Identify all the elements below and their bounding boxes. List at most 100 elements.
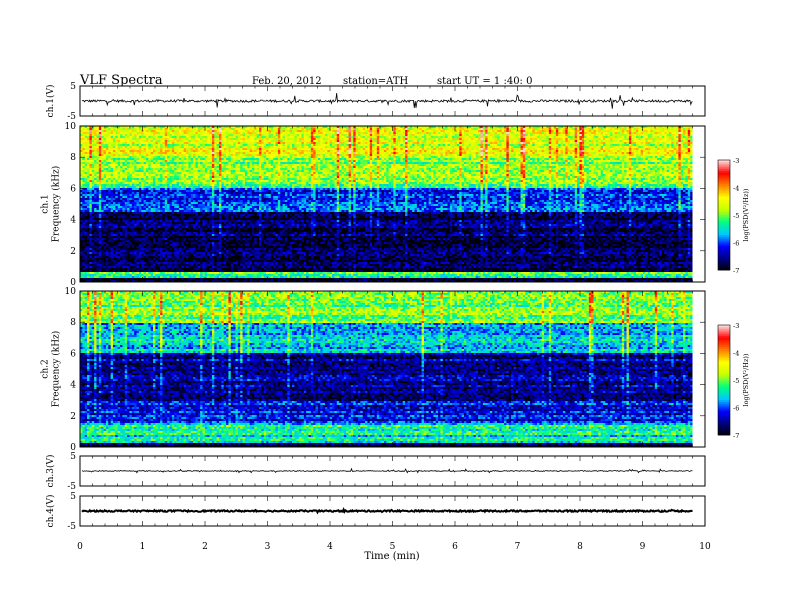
heatmap-cell xyxy=(582,132,585,134)
heatmap-cell xyxy=(367,132,370,134)
heatmap-cell xyxy=(521,132,524,134)
heatmap-cell xyxy=(186,128,189,130)
heatmap-cell xyxy=(217,134,220,136)
heatmap-cell xyxy=(518,128,521,130)
heatmap-cell xyxy=(170,134,173,136)
heatmap-cell xyxy=(471,132,474,134)
heatmap-cell xyxy=(226,130,229,132)
heatmap-cell xyxy=(278,132,281,134)
heatmap-cell xyxy=(652,134,655,136)
heatmap-cell xyxy=(118,128,121,130)
heatmap-cell xyxy=(382,132,385,134)
heatmap-cell xyxy=(410,132,413,134)
heatmap-cell xyxy=(440,130,443,132)
heatmap-cell xyxy=(415,128,418,130)
heatmap-cell xyxy=(99,130,102,132)
heatmap-cell xyxy=(469,130,472,132)
heatmap-cell xyxy=(363,130,366,132)
heatmap-cell xyxy=(667,134,670,136)
heatmap-cell xyxy=(254,132,257,134)
heatmap-cell xyxy=(405,128,408,130)
heatmap-cell xyxy=(115,132,118,134)
heatmap-cell xyxy=(415,134,418,136)
heatmap-cell xyxy=(134,134,137,136)
heatmap-cell xyxy=(551,128,554,130)
heatmap-cell xyxy=(367,130,370,132)
heatmap-cell xyxy=(268,134,271,136)
heatmap-cell xyxy=(419,128,422,130)
heatmap-cell xyxy=(565,130,568,132)
heatmap-cell xyxy=(191,130,194,132)
heatmap-cell xyxy=(436,134,439,136)
heatmap-cell xyxy=(92,128,95,130)
heatmap-cell xyxy=(504,134,507,136)
heatmap-cell xyxy=(139,136,142,138)
heatmap-cell xyxy=(563,128,566,130)
heatmap-cell xyxy=(115,130,118,132)
heatmap-cell xyxy=(671,130,674,132)
heatmap-cell xyxy=(85,136,88,138)
heatmap-cell xyxy=(207,128,210,130)
heatmap-cell xyxy=(443,134,446,136)
heatmap-cell xyxy=(259,132,262,134)
heatmap-cell xyxy=(360,134,363,136)
heatmap-cell xyxy=(563,132,566,134)
heatmap-cell xyxy=(165,132,168,134)
heatmap-cell xyxy=(240,134,243,136)
heatmap-cell xyxy=(221,134,224,136)
heatmap-cell xyxy=(459,130,462,132)
heatmap-cell xyxy=(415,130,418,132)
heatmap-cell xyxy=(125,132,128,134)
heatmap-cell xyxy=(549,132,552,134)
heatmap-cell xyxy=(235,130,238,132)
heatmap-cell xyxy=(212,134,215,136)
heatmap-cell xyxy=(669,128,672,130)
heatmap-cell xyxy=(546,130,549,132)
heatmap-cell xyxy=(398,128,401,130)
heatmap-cell xyxy=(299,132,302,134)
heatmap-cell xyxy=(386,128,389,130)
heatmap-cell xyxy=(160,136,163,138)
heatmap-cell xyxy=(669,132,672,134)
heatmap-cell xyxy=(648,130,651,132)
heatmap-cell xyxy=(115,136,118,138)
heatmap-cell xyxy=(370,134,373,136)
heatmap-cell xyxy=(257,128,260,130)
heatmap-cell xyxy=(544,130,547,132)
heatmap-cell xyxy=(87,132,90,134)
heatmap-cell xyxy=(502,132,505,134)
heatmap-cell xyxy=(476,130,479,132)
heatmap-cell xyxy=(153,134,156,136)
heatmap-cell xyxy=(594,132,597,134)
heatmap-cell xyxy=(483,132,486,134)
heatmap-cell xyxy=(290,128,293,130)
heatmap-cell xyxy=(497,132,500,134)
heatmap-cell xyxy=(499,134,502,136)
heatmap-cell xyxy=(148,134,151,136)
heatmap-cell xyxy=(622,132,625,134)
heatmap-cell xyxy=(485,132,488,134)
heatmap-cell xyxy=(528,134,531,136)
heatmap-cell xyxy=(111,134,114,136)
heatmap-cell xyxy=(497,128,500,130)
heatmap-cell xyxy=(264,132,267,134)
heatmap-cell xyxy=(645,132,648,134)
heatmap-cell xyxy=(407,128,410,130)
heatmap-cell xyxy=(424,128,427,130)
heatmap-cell xyxy=(405,130,408,132)
heatmap-cell xyxy=(311,128,314,130)
heatmap-cell xyxy=(280,134,283,136)
heatmap-cell xyxy=(516,134,519,136)
heatmap-cell xyxy=(596,132,599,134)
heatmap-cell xyxy=(297,130,300,132)
heatmap-cell xyxy=(113,136,116,138)
heatmap-cell xyxy=(374,130,377,132)
heatmap-cell xyxy=(525,130,528,132)
heatmap-cell xyxy=(290,134,293,136)
heatmap-cell xyxy=(506,134,509,136)
heatmap-cell xyxy=(313,130,316,132)
heatmap-cell xyxy=(82,128,85,130)
heatmap-cell xyxy=(334,130,337,132)
heatmap-cell xyxy=(195,128,198,130)
heatmap-cell xyxy=(351,134,354,136)
